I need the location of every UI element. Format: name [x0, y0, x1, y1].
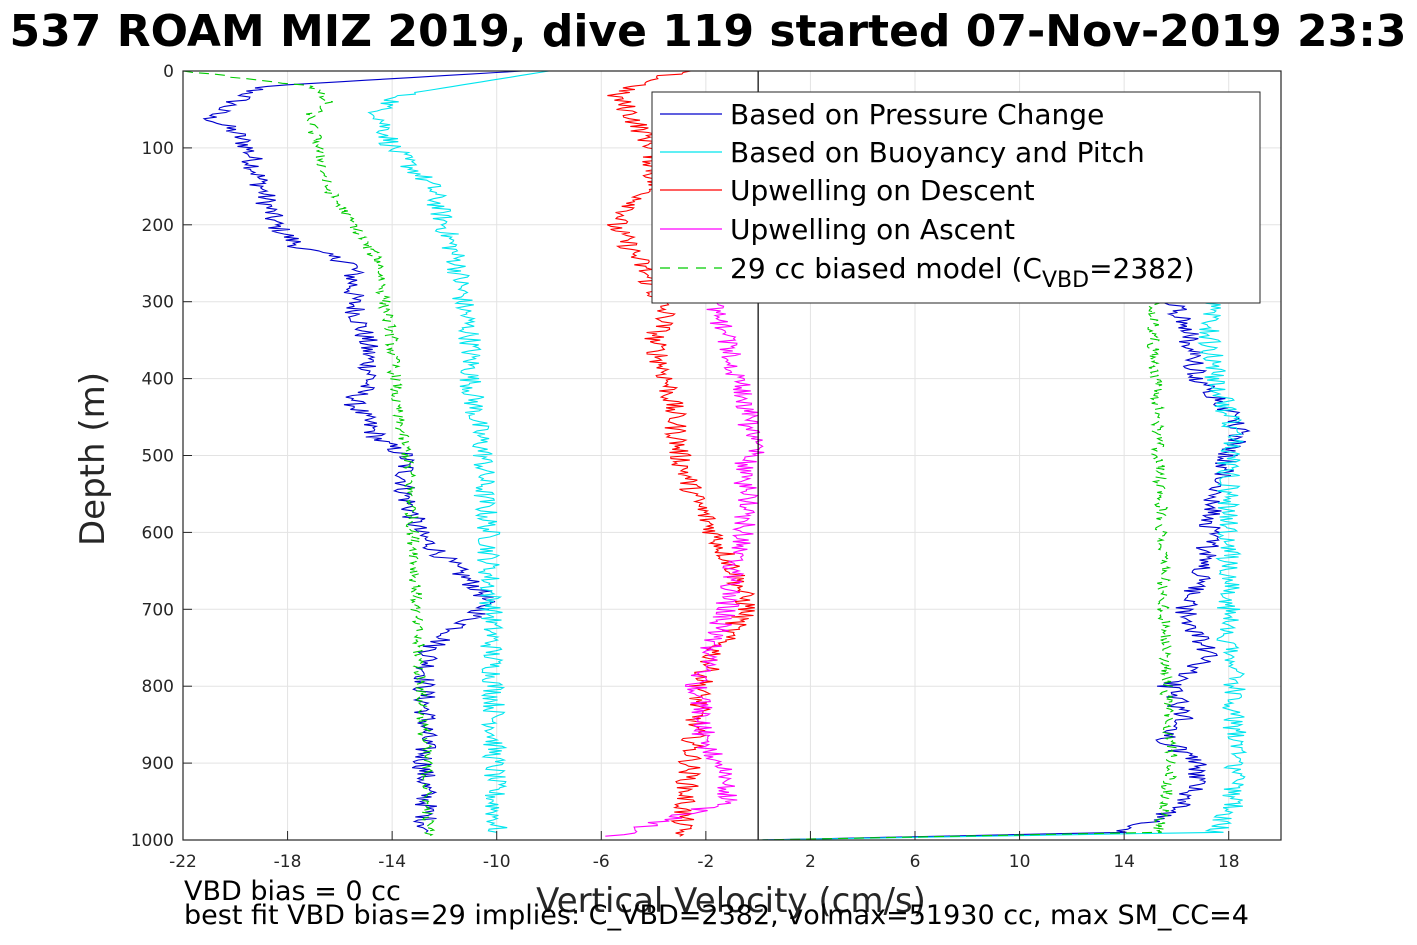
series-pressure_descent	[202, 70, 523, 833]
legend-model-prefix: 29 cc biased model (C	[730, 252, 1042, 285]
x-tick-label: 2	[805, 852, 816, 872]
x-tick-label: -14	[378, 852, 406, 872]
y-tick-label: 300	[142, 293, 174, 313]
x-tick-label: 6	[910, 852, 921, 872]
footer-vbd-bias: VBD bias = 0 cc	[184, 876, 401, 907]
x-tick-label: -6	[593, 852, 610, 872]
ticks: -22 -18 -14 -10 -6 -2 2 6 10 14 180100200300400500…	[131, 62, 1240, 872]
y-tick-label: 100	[142, 139, 174, 159]
series-pressure_ascent	[758, 301, 1251, 841]
legend-model-subscript: VBD	[1042, 268, 1089, 293]
y-tick-label: 900	[142, 754, 174, 774]
x-axis-label: Vertical Velocity (cm/s)	[536, 881, 926, 921]
legend-label-pressure: Based on Pressure Change	[730, 98, 1104, 131]
series-up_descent	[606, 70, 756, 837]
legend-box	[651, 91, 1261, 304]
footer-best-fit: best fit VBD bias=29 implies: C_VBD=2382…	[184, 900, 1249, 931]
y-tick-label: 800	[142, 677, 174, 697]
y-tick-label: 500	[142, 447, 174, 467]
y-tick-label: 1000	[131, 831, 174, 851]
y-tick-label: 700	[142, 600, 174, 620]
y-tick-label: 0	[163, 62, 174, 82]
legend-label-buoyancy: Based on Buoyancy and Pitch	[730, 136, 1145, 169]
series-up_ascent	[605, 301, 765, 837]
series-layer	[183, 70, 1251, 841]
x-tick-label: -18	[274, 852, 302, 872]
legend: Based on Pressure Change Based on Buoyan…	[651, 91, 1261, 304]
legend-label-up-ascent: Upwelling on Ascent	[730, 213, 1015, 246]
y-axis-label: Depth (m)	[73, 372, 113, 546]
legend-label-model: 29 cc biased model (CVBD=2382)	[730, 252, 1195, 293]
x-tick-label: -10	[483, 852, 511, 872]
y-tick-label: 400	[142, 370, 174, 390]
x-tick-label: 14	[1113, 852, 1135, 872]
series-model_ascent	[758, 301, 1178, 841]
x-tick-label: -22	[169, 852, 197, 872]
x-tick-label: 10	[1009, 852, 1031, 872]
x-tick-label: -2	[697, 852, 714, 872]
series-model_descent	[183, 70, 436, 837]
y-tick-label: 600	[142, 523, 174, 543]
legend-model-suffix: =2382)	[1089, 252, 1195, 285]
chart-title: 537 ROAM MIZ 2019, dive 119 started 07-N…	[10, 6, 1407, 57]
series-buoyancy_ascent	[758, 301, 1248, 841]
legend-label-up-descent: Upwelling on Descent	[730, 174, 1035, 207]
series-buoyancy_descent	[367, 70, 550, 833]
y-tick-label: 200	[142, 216, 174, 236]
x-tick-label: 18	[1218, 852, 1240, 872]
